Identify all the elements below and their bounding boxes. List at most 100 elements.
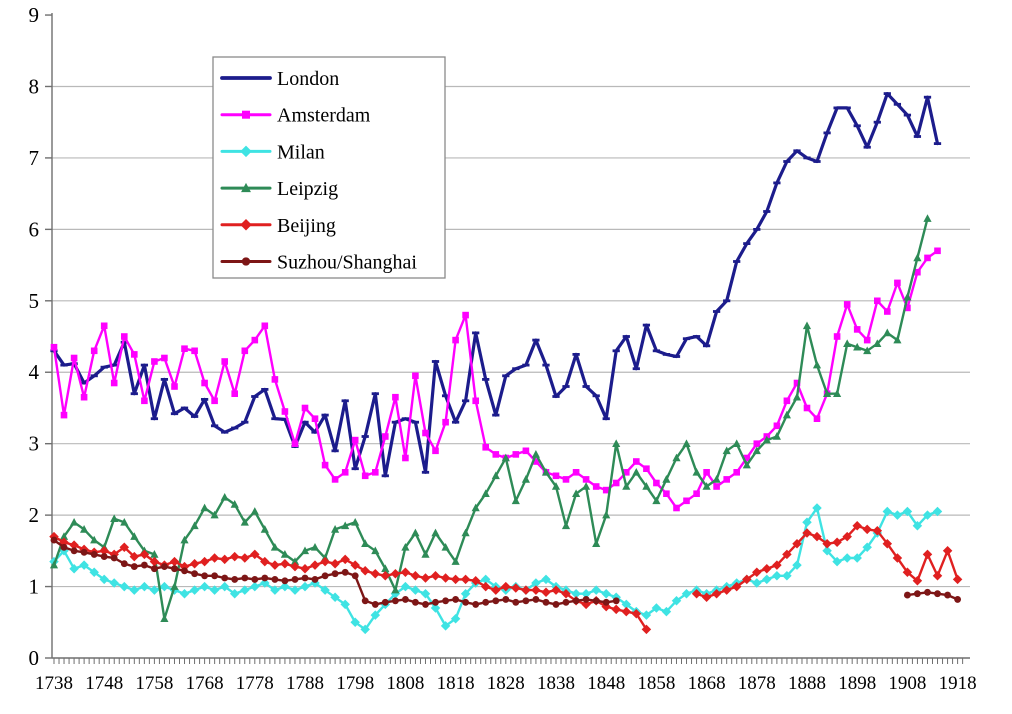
data-point-marker (79, 560, 89, 570)
data-point-marker (241, 257, 251, 266)
data-point-marker (281, 418, 289, 421)
data-point-marker (532, 458, 540, 465)
data-point-marker (361, 539, 370, 547)
data-point-marker (371, 392, 379, 396)
data-point-marker (863, 336, 871, 344)
data-point-marker (682, 439, 691, 447)
data-point-marker (149, 556, 160, 567)
data-point-marker (250, 507, 259, 515)
data-point-marker (623, 469, 630, 476)
data-point-marker (682, 337, 691, 341)
x-axis-label: 1848 (587, 673, 625, 694)
data-point-marker (492, 597, 500, 605)
data-point-marker (280, 558, 290, 569)
data-point-marker (209, 585, 220, 595)
legend-label-amsterdam: Amsterdam (277, 105, 371, 127)
data-point-marker (211, 572, 219, 580)
data-point-marker (611, 592, 621, 603)
data-point-marker (280, 550, 289, 558)
y-axis-label: 2 (29, 503, 40, 527)
legend-label-london: London (277, 68, 339, 90)
data-point-marker (190, 415, 199, 418)
data-point-marker (390, 568, 401, 579)
data-point-marker (742, 460, 751, 469)
data-point-marker (131, 351, 138, 358)
data-point-marker (281, 408, 289, 415)
data-point-marker (542, 598, 550, 606)
data-point-marker (80, 381, 88, 385)
data-point-marker (450, 574, 461, 585)
data-point-marker (471, 503, 480, 512)
data-point-marker (621, 599, 632, 610)
data-point-marker (612, 439, 621, 447)
x-axis-label: 1878 (738, 673, 776, 694)
data-point-marker (80, 525, 89, 533)
data-point-marker (190, 521, 199, 530)
data-point-marker (421, 470, 430, 474)
data-point-marker (280, 581, 290, 592)
data-point-marker (693, 490, 700, 497)
data-point-marker (420, 573, 431, 583)
data-point-marker (160, 378, 169, 381)
data-point-marker (260, 556, 270, 567)
data-point-marker (291, 575, 299, 583)
x-axis-label: 1858 (637, 673, 675, 694)
data-point-marker (110, 379, 118, 387)
data-point-marker (90, 347, 98, 355)
data-point-marker (231, 426, 239, 430)
data-point-marker (130, 563, 138, 571)
data-point-marker (341, 399, 349, 403)
data-point-marker (521, 475, 530, 483)
data-point-marker (271, 575, 279, 583)
data-point-marker (240, 219, 252, 231)
data-point-marker (934, 590, 941, 598)
data-point-marker (633, 458, 640, 465)
data-point-marker (631, 608, 642, 619)
data-point-marker (221, 430, 229, 434)
data-point-marker (440, 573, 451, 583)
data-point-marker (221, 358, 228, 365)
data-point-marker (300, 581, 310, 592)
data-point-marker (230, 500, 239, 508)
data-point-marker (59, 537, 69, 548)
data-point-marker (753, 228, 761, 231)
data-point-marker (743, 242, 751, 245)
data-point-marker (701, 592, 712, 603)
data-point-marker (853, 326, 861, 333)
data-point-marker (853, 342, 862, 351)
data-point-marker (934, 247, 941, 255)
data-point-marker (702, 482, 711, 490)
data-point-marker (300, 546, 310, 555)
data-point-marker (99, 574, 109, 585)
data-point-marker (361, 597, 369, 605)
data-point-marker (392, 393, 399, 401)
data-point-marker (902, 506, 913, 517)
data-point-marker (351, 517, 360, 526)
data-point-marker (431, 360, 440, 363)
data-point-marker (371, 546, 380, 555)
data-point-marker (662, 353, 671, 356)
data-point-marker (802, 321, 812, 330)
x-axis-label: 1838 (537, 673, 575, 694)
y-axis-label: 4 (29, 360, 40, 384)
data-point-marker (220, 492, 229, 501)
data-point-marker (883, 328, 892, 337)
data-point-marker (341, 469, 349, 476)
data-point-marker (179, 588, 190, 599)
data-point-marker (411, 598, 419, 606)
data-point-marker (330, 592, 340, 603)
data-point-marker (59, 532, 69, 540)
data-point-marker (562, 476, 570, 483)
data-point-marker (430, 571, 441, 581)
data-point-marker (139, 581, 150, 592)
data-point-marker (412, 372, 419, 380)
data-point-marker (672, 355, 681, 358)
data-point-marker (260, 578, 270, 588)
data-point-marker (191, 347, 198, 355)
data-point-marker (531, 585, 541, 595)
data-point-marker (723, 299, 731, 303)
data-point-marker (823, 389, 832, 397)
data-point-marker (129, 551, 140, 562)
data-point-marker (370, 568, 381, 579)
x-axis-label: 1818 (437, 673, 475, 694)
